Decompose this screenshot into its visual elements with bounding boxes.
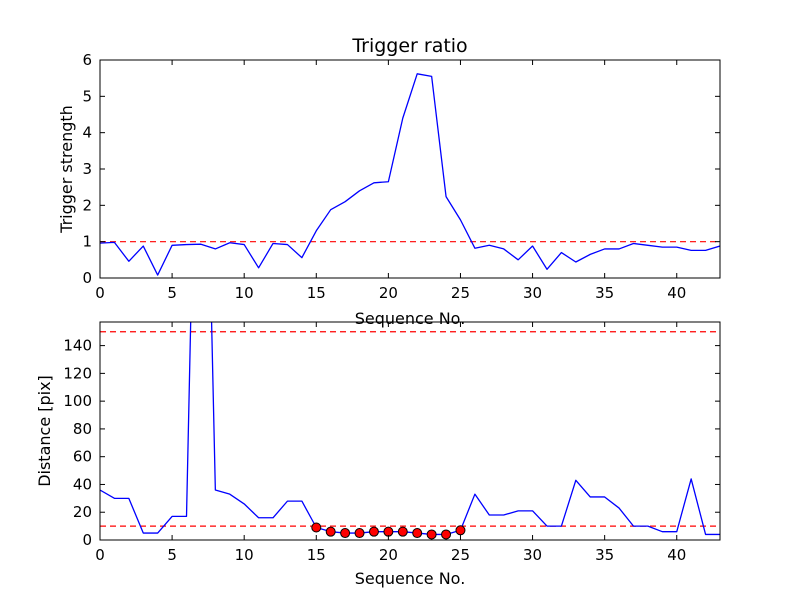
bottom-x-tick-label: 15 bbox=[307, 546, 326, 564]
bottom-data-marker bbox=[441, 529, 452, 540]
top-y-axis-label: Trigger strength bbox=[57, 105, 76, 234]
bottom-data-marker bbox=[354, 528, 365, 539]
top-x-tick-label: 40 bbox=[667, 284, 686, 302]
top-x-tick-label: 25 bbox=[451, 284, 470, 302]
bottom-plot-area bbox=[100, 322, 720, 540]
bottom-subplot: Sequence No. Distance [pix] 0 5 10 15 20 25 30… bbox=[35, 321, 721, 588]
bottom-x-tick-label: 20 bbox=[379, 546, 398, 564]
bottom-data-marker bbox=[426, 529, 437, 540]
bottom-x-tick-label: 35 bbox=[595, 546, 614, 564]
top-subplot: Trigger ratio Sequence No. Trigger stren… bbox=[57, 35, 721, 328]
top-x-tick-label: 10 bbox=[235, 284, 254, 302]
bottom-x-tick-label: 0 bbox=[95, 546, 105, 564]
top-x-axis-label: Sequence No. bbox=[355, 309, 466, 328]
bottom-y-tick-label: 0 bbox=[82, 531, 92, 549]
bottom-y-tick-label: 120 bbox=[63, 364, 92, 382]
bottom-y-tick-label: 20 bbox=[73, 503, 92, 521]
bottom-y-tick-label: 60 bbox=[73, 448, 92, 466]
bottom-data-marker bbox=[455, 525, 466, 536]
top-x-tick-label: 30 bbox=[523, 284, 542, 302]
top-y-tick-label: 3 bbox=[82, 160, 92, 178]
bottom-x-tick-label: 5 bbox=[167, 546, 177, 564]
bottom-y-tick-label: 40 bbox=[73, 475, 92, 493]
bottom-x-tick-label: 10 bbox=[235, 546, 254, 564]
bottom-y-tick-label: 100 bbox=[63, 392, 92, 410]
bottom-data-marker bbox=[325, 526, 336, 537]
bottom-data-marker bbox=[383, 526, 394, 537]
top-y-tick-label: 5 bbox=[82, 87, 92, 105]
top-x-tick-label: 15 bbox=[307, 284, 326, 302]
top-y-tick-label: 4 bbox=[82, 124, 92, 142]
bottom-x-axis-label: Sequence No. bbox=[355, 569, 466, 588]
bottom-y-tick-label: 140 bbox=[63, 337, 92, 355]
bottom-data-marker bbox=[412, 528, 423, 539]
bottom-axes-frame bbox=[99, 321, 721, 541]
bottom-y-axis-label: Distance [pix] bbox=[35, 375, 54, 487]
bottom-data-marker bbox=[340, 528, 351, 539]
bottom-x-tick-label: 30 bbox=[523, 546, 542, 564]
bottom-data-marker bbox=[368, 526, 379, 537]
top-y-tick-label: 2 bbox=[82, 196, 92, 214]
top-y-tick-label: 6 bbox=[82, 51, 92, 69]
bottom-x-tick-label: 40 bbox=[667, 546, 686, 564]
bottom-series-line-0 bbox=[100, 322, 720, 536]
top-y-tick-label: 0 bbox=[82, 269, 92, 287]
bottom-y-tick-label: 80 bbox=[73, 420, 92, 438]
chart-title: Trigger ratio bbox=[351, 35, 467, 57]
top-x-tick-label: 5 bbox=[167, 284, 177, 302]
bottom-data-marker bbox=[311, 522, 322, 533]
top-x-tick-label: 0 bbox=[95, 284, 105, 302]
top-series-line-0 bbox=[100, 73, 720, 276]
bottom-data-marker bbox=[397, 526, 408, 537]
top-x-tick-label: 20 bbox=[379, 284, 398, 302]
top-y-tick-label: 1 bbox=[82, 233, 92, 251]
bottom-x-tick-label: 25 bbox=[451, 546, 470, 564]
top-plot-area bbox=[100, 73, 720, 276]
top-x-tick-label: 35 bbox=[595, 284, 614, 302]
